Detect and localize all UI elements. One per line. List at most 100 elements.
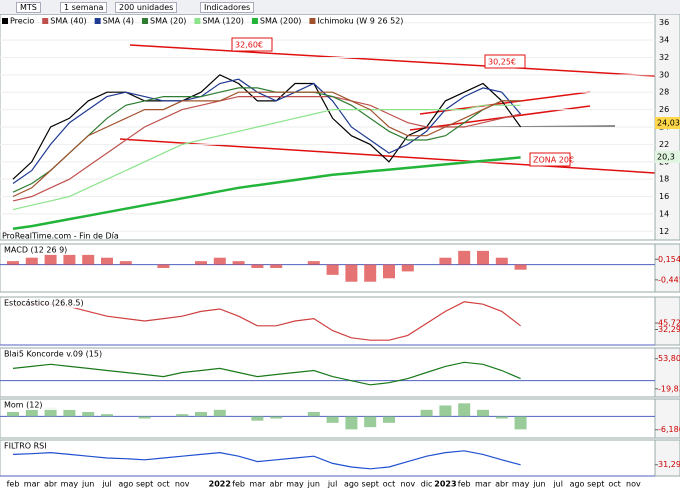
bar [495, 257, 508, 265]
bar [477, 250, 489, 265]
symbol[interactable]: MTS [16, 2, 41, 13]
y-tick-label: 16 [659, 192, 669, 201]
bar [138, 416, 151, 419]
bar [420, 409, 433, 417]
price-axis [654, 243, 680, 293]
bar [195, 412, 207, 417]
legend-label: SMA (20) [150, 17, 186, 26]
price-axis [654, 296, 680, 346]
bar [383, 264, 395, 279]
x-tick-label: jun [81, 480, 94, 489]
price-axis [654, 398, 680, 439]
bar [326, 264, 339, 275]
bar [477, 409, 489, 417]
bar [63, 409, 76, 417]
bar [232, 261, 245, 265]
indicators[interactable]: Indicadores [200, 2, 255, 13]
bar [213, 257, 226, 265]
annotation-box [484, 54, 526, 69]
x-tick-label: mar [24, 480, 41, 489]
bar [101, 257, 113, 265]
series-line [12, 104, 521, 211]
bar [251, 416, 264, 421]
panel-title-bg [1, 298, 101, 308]
bar [82, 254, 95, 265]
y-tick-label: -19,83 [658, 384, 680, 393]
bar [270, 416, 283, 419]
panel-title-bg [1, 245, 101, 255]
bar [157, 264, 170, 268]
x-tick-label: nov [626, 480, 641, 489]
x-tick-label: feb [7, 480, 20, 489]
price-axis [654, 439, 680, 477]
x-tick-label: ago [344, 480, 359, 489]
legend-label: Ichimoku (W 9 26 52) [317, 17, 403, 26]
y-tick-label: 14 [659, 209, 669, 218]
x-tick-label: jul [327, 480, 338, 489]
x-tick-label: abr [270, 480, 284, 489]
period[interactable]: 1 semana [60, 2, 108, 13]
bar [364, 264, 377, 282]
y-tick-label: 53,80 [658, 354, 680, 363]
price-label-bg [655, 117, 680, 129]
legend-label: SMA (200) [260, 17, 302, 26]
x-tick-label: ago [570, 480, 585, 489]
x-tick-label: mar [475, 480, 492, 489]
toolbar: MTS 1 semana 200 unidades Indicadores [0, 0, 680, 15]
units[interactable]: 200 unidades [115, 2, 178, 13]
bar [176, 414, 189, 417]
panel-title-bg [1, 400, 101, 410]
legend-label: SMA (40) [50, 17, 86, 26]
x-tick-label: may [61, 480, 79, 489]
series-line [12, 156, 521, 230]
x-tick-label: ago [118, 480, 133, 489]
y-tick-label: 30 [659, 70, 669, 79]
legend-label: Precio [10, 17, 34, 26]
x-tick-label: jul [101, 480, 112, 489]
bar [514, 264, 527, 270]
y-tick-label: 32 [659, 53, 669, 62]
y-tick-label: 36 [659, 18, 669, 27]
x-tick-label: feb [458, 480, 471, 489]
x-tick-label: oct [157, 480, 169, 489]
bar [307, 412, 320, 417]
y-tick-label: 0,154 [658, 255, 680, 264]
x-tick-label: 2023 [434, 480, 456, 489]
bar [307, 261, 320, 265]
price-label: 24,039 [657, 119, 680, 128]
panel-title-bg [1, 441, 101, 451]
x-tick-label: jun [532, 480, 545, 489]
x-tick-label: nov [400, 480, 415, 489]
bar [119, 261, 132, 265]
chart: 12141618202224262830323436PrecioSMA (40)… [0, 14, 680, 489]
bar [101, 414, 113, 417]
legend-label: SMA (120) [202, 17, 244, 26]
price-label: 20,3 [657, 153, 675, 162]
y-tick-label: 12 [659, 227, 669, 236]
panel-title: Blai5 Koncorde v.09 (15) [4, 350, 102, 359]
bar [270, 264, 283, 268]
price-label-bg [655, 151, 680, 163]
bar [495, 416, 508, 419]
annotation-box [231, 37, 273, 52]
bar [251, 264, 264, 268]
bar [364, 416, 377, 428]
bar [345, 416, 358, 430]
y-tick-label: 34 [659, 36, 669, 45]
legend-swatch [42, 18, 49, 24]
panel-title-bg [1, 349, 101, 359]
bar [213, 409, 226, 417]
legend-swatch [194, 18, 201, 24]
bar [458, 403, 471, 417]
series-line [12, 78, 522, 184]
bar [44, 407, 57, 417]
bar [7, 412, 19, 417]
y-tick-label: 28 [659, 88, 669, 97]
legend-swatch [309, 18, 316, 24]
series-line [12, 87, 521, 193]
x-tick-label: jul [552, 480, 563, 489]
panel-title: FILTRO RSI [4, 442, 47, 451]
x-tick-label: feb [232, 480, 245, 489]
x-tick-label: dic [421, 480, 433, 489]
